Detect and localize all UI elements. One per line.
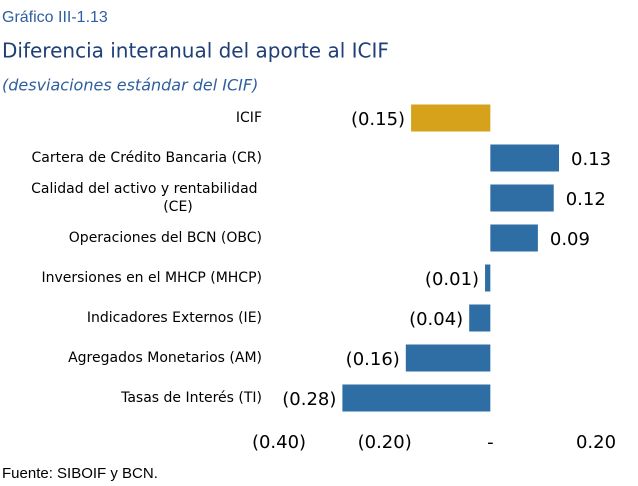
data-label: (0.28) — [282, 389, 336, 410]
chart-title: Diferencia interanual del aporte al ICIF — [2, 39, 389, 63]
y-tick-label: ICIF — [236, 110, 262, 126]
y-tick-label: Tasas de Interés (TI) — [120, 390, 262, 406]
data-label: (0.01) — [425, 269, 479, 290]
x-tick-label: (0.20) — [358, 432, 412, 453]
y-tick-label: Operaciones del BCN (OBC) — [69, 230, 262, 246]
x-tick-label: 0.20 — [576, 432, 616, 453]
chart-subtitle: (desviaciones estándar del ICIF) — [2, 76, 258, 95]
x-tick-label: (0.40) — [252, 432, 306, 453]
chart-label: Gráfico III-1.13 — [2, 9, 108, 26]
y-tick-label: Cartera de Crédito Bancaria (CR) — [31, 150, 262, 166]
source: Fuente: SIBOIF y BCN. — [2, 465, 158, 482]
y-tick-label: Inversiones en el MHCP (MHCP) — [41, 270, 262, 286]
bar — [405, 344, 491, 372]
data-label: (0.04) — [409, 309, 463, 330]
bar — [469, 304, 491, 332]
y-tick-label: Agregados Monetarios (AM) — [68, 350, 262, 366]
bar — [485, 264, 491, 292]
data-label: 0.12 — [566, 189, 606, 210]
bar — [490, 224, 538, 252]
data-label: 0.13 — [571, 149, 611, 170]
data-label: (0.16) — [346, 349, 400, 370]
bar — [490, 144, 560, 172]
bar — [411, 104, 491, 132]
bar — [490, 184, 554, 212]
data-label: (0.15) — [351, 109, 405, 130]
bar — [342, 384, 491, 412]
x-tick-label: - — [487, 432, 494, 453]
y-tick-label: Indicadores Externos (IE) — [87, 310, 262, 326]
data-label: 0.09 — [550, 229, 590, 250]
y-tick-label: Calidad del activo y rentabilidad (CE) — [31, 181, 262, 215]
